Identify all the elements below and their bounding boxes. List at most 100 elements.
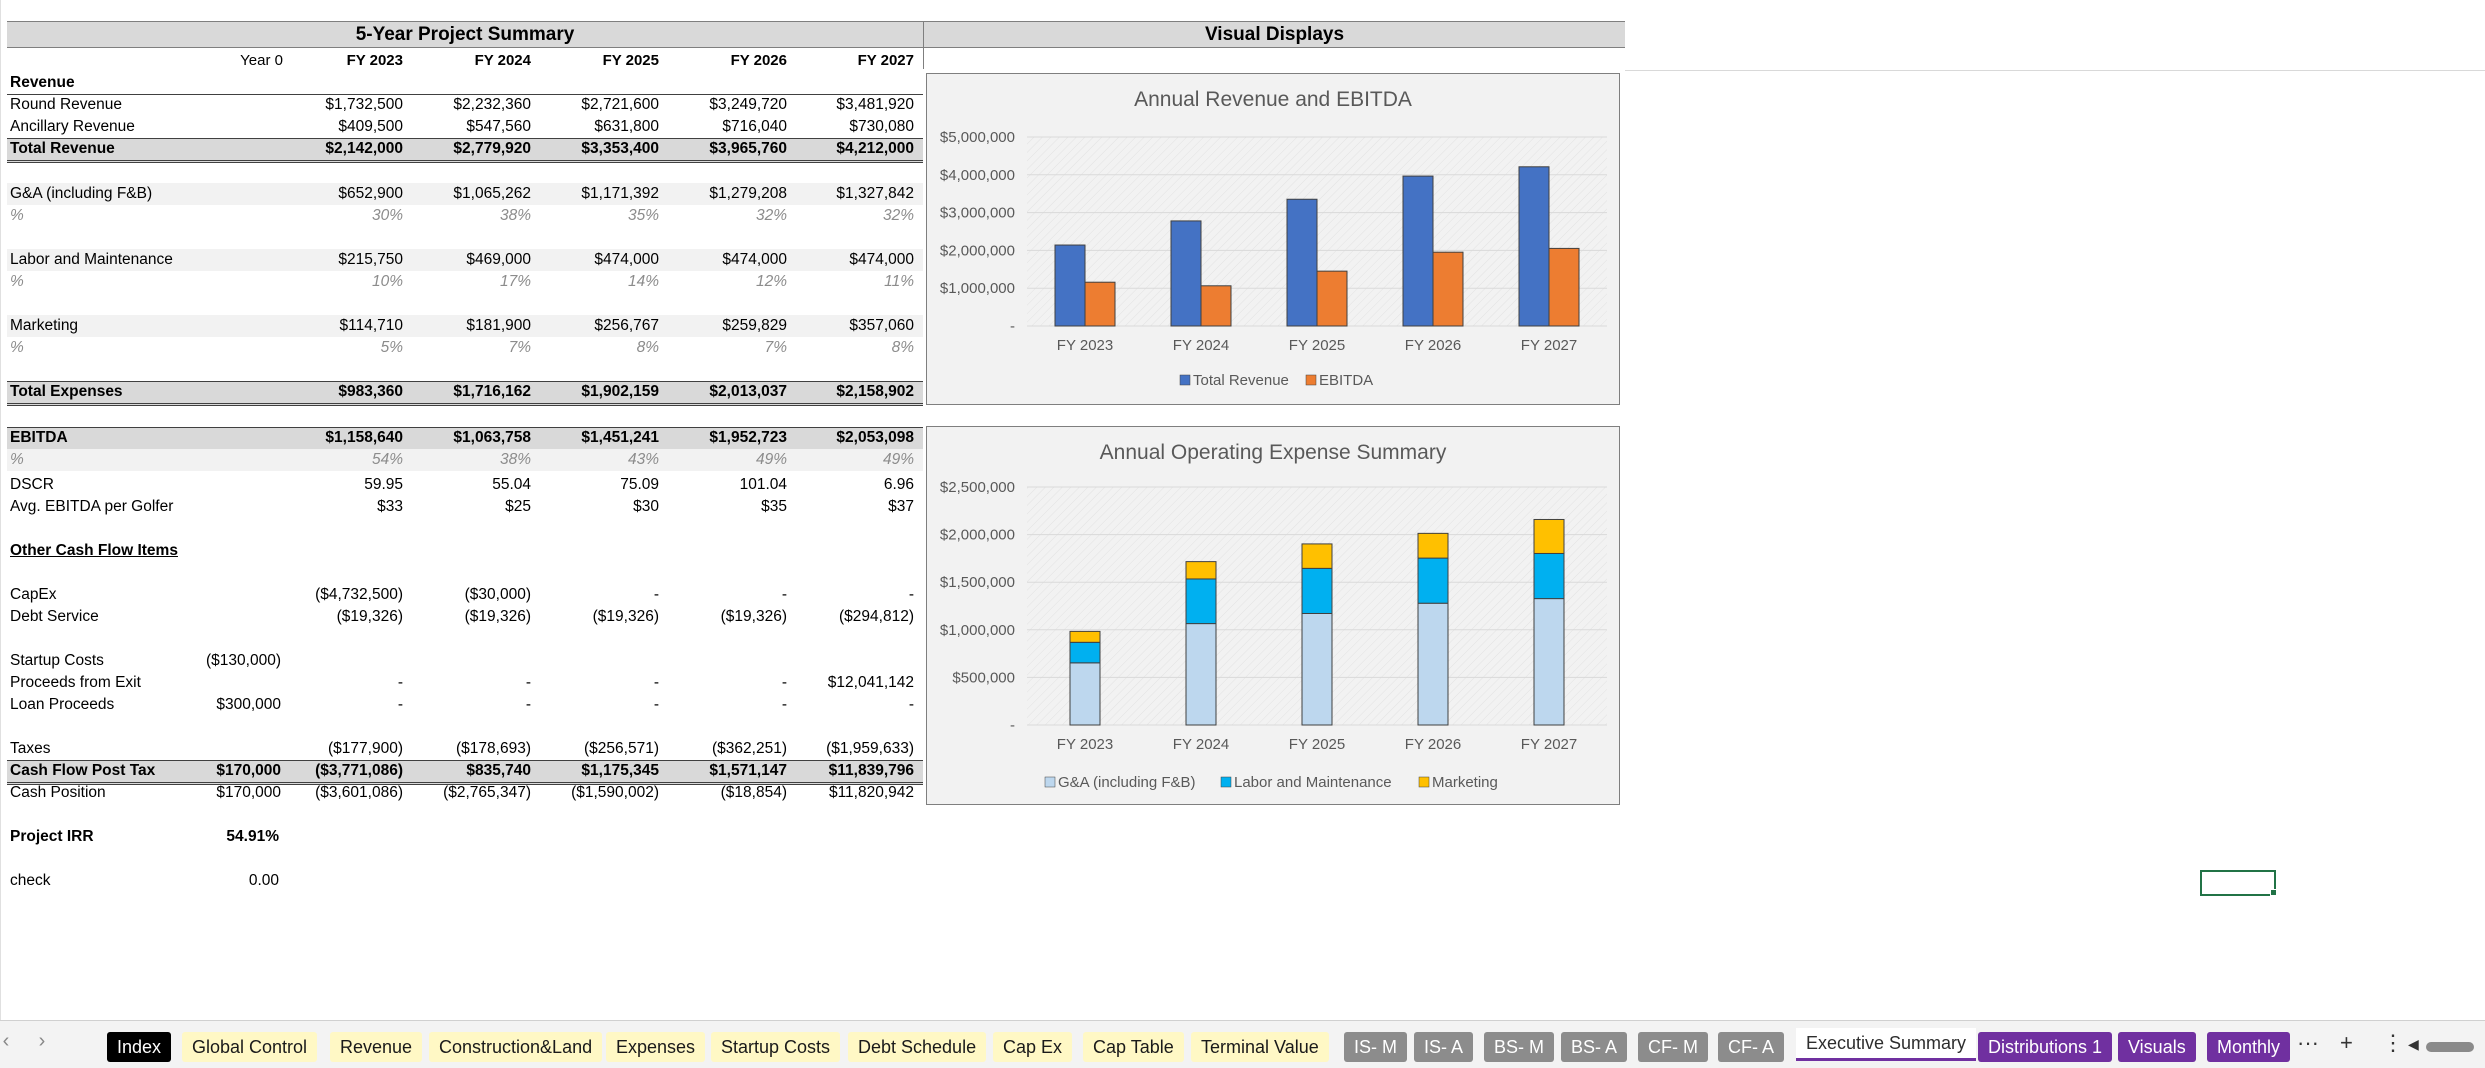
row-ga-pct-value[interactable]: 35%	[627, 207, 659, 224]
row-cash-position-value[interactable]: ($18,854)	[720, 784, 787, 801]
sheet-tab-debt-schedule[interactable]: Debt Schedule	[848, 1032, 987, 1062]
row-labor-value[interactable]: $215,750	[338, 251, 403, 268]
row-proceeds-exit-value[interactable]: -	[525, 674, 531, 691]
sheet-tab-cf-m[interactable]: CF- M	[1638, 1032, 1708, 1062]
row-round-revenue-value[interactable]: $2,721,600	[581, 96, 659, 113]
row-ga-value[interactable]: $652,900	[338, 185, 403, 202]
row-total-expenses-value[interactable]: $2,158,902	[836, 383, 914, 400]
sheet-tab-cf-a[interactable]: CF- A	[1718, 1032, 1785, 1062]
row-labor-pct-value[interactable]: 11%	[884, 273, 914, 290]
row-taxes-value[interactable]: ($1,959,633)	[826, 740, 914, 757]
row-ebitda-value[interactable]: $1,063,758	[453, 429, 531, 446]
row-cash-position-value[interactable]: ($1,590,002)	[571, 784, 659, 801]
row-avg-ebitda-value[interactable]: $35	[761, 498, 787, 515]
row-capex-value[interactable]: -	[908, 586, 914, 603]
row-debt-service-value[interactable]: ($19,326)	[336, 608, 403, 625]
row-taxes-value[interactable]: ($177,900)	[328, 740, 403, 757]
row-taxes-value[interactable]: ($256,571)	[584, 740, 659, 757]
row-labor-pct-value[interactable]: 10%	[371, 273, 403, 290]
sheet-tab-startup-costs[interactable]: Startup Costs	[711, 1032, 841, 1062]
row-labor-pct-value[interactable]: 14%	[627, 273, 659, 290]
row-loan-proceeds-value[interactable]: -	[525, 696, 531, 713]
row-labor-value[interactable]: $469,000	[466, 251, 531, 268]
row-labor-value[interactable]: $474,000	[722, 251, 787, 268]
tab-scroll-next-button[interactable]: ›	[38, 1030, 46, 1052]
row-loan-proceeds-value[interactable]: -	[781, 696, 787, 713]
row-dscr-value[interactable]: 55.04	[492, 476, 531, 493]
row-ebitda-pct-value[interactable]: 54%	[371, 451, 403, 468]
sheet-tab-global-control[interactable]: Global Control	[182, 1032, 318, 1062]
check-value[interactable]: 0.00	[248, 872, 279, 889]
row-ga-pct-value[interactable]: 32%	[882, 207, 914, 224]
row-proceeds-exit-value[interactable]: -	[653, 674, 659, 691]
row-avg-ebitda-value[interactable]: $33	[377, 498, 403, 515]
row-round-revenue-value[interactable]: $2,232,360	[453, 96, 531, 113]
sheet-tab-cap-table[interactable]: Cap Table	[1083, 1032, 1184, 1062]
row-ga-pct-value[interactable]: 38%	[499, 207, 531, 224]
row-cash-position-value[interactable]: ($3,601,086)	[315, 784, 403, 801]
row-ebitda-pct-value[interactable]: 43%	[627, 451, 659, 468]
row-marketing-value[interactable]: $114,710	[339, 317, 404, 334]
row-ga-pct-value[interactable]: 30%	[371, 207, 403, 224]
row-round-revenue-value[interactable]: $3,249,720	[709, 96, 787, 113]
selected-cell[interactable]	[2200, 870, 2276, 896]
sheet-tab-monthly[interactable]: Monthly	[2207, 1032, 2291, 1062]
revenue-ebitda-chart[interactable]: Annual Revenue and EBITDA - $1,000,000 $2,0…	[926, 73, 1620, 405]
project-irr-value[interactable]: 54.91%	[226, 828, 279, 845]
more-sheets-button[interactable]: ···	[2297, 1030, 2319, 1055]
row-proceeds-exit-value[interactable]: -	[781, 674, 787, 691]
row-avg-ebitda-value[interactable]: $37	[888, 498, 914, 515]
row-total-revenue-value[interactable]: $3,353,400	[581, 140, 659, 157]
row-ga-value[interactable]: $1,279,208	[709, 185, 787, 202]
row-cash-position-value[interactable]: ($2,765,347)	[443, 784, 531, 801]
row-loan-proceeds-value[interactable]: $300,000	[216, 696, 281, 713]
sheet-tab-is-m[interactable]: IS- M	[1344, 1032, 1407, 1062]
row-debt-service-value[interactable]: ($19,326)	[720, 608, 787, 625]
row-round-revenue-value[interactable]: $1,732,500	[325, 96, 403, 113]
row-cf-post-tax-value[interactable]: $835,740	[466, 762, 531, 779]
row-cash-position-value[interactable]: $170,000	[216, 784, 281, 801]
row-ga-value[interactable]: $1,171,392	[581, 185, 659, 202]
row-dscr-value[interactable]: 75.09	[620, 476, 659, 493]
row-ancillary-revenue-value[interactable]: $730,080	[849, 118, 914, 135]
sheet-tab-executive-summary[interactable]: Executive Summary	[1796, 1028, 1977, 1061]
row-loan-proceeds-value[interactable]: -	[397, 696, 403, 713]
row-proceeds-exit-value[interactable]: $12,041,142	[827, 674, 914, 691]
row-ga-value[interactable]: $1,065,262	[453, 185, 531, 202]
row-total-revenue-value[interactable]: $2,142,000	[325, 140, 403, 157]
row-cf-post-tax-value[interactable]: $170,000	[216, 762, 281, 779]
row-ebitda-pct-value[interactable]: 38%	[499, 451, 531, 468]
row-labor-pct-value[interactable]: 17%	[499, 273, 531, 290]
row-ga-value[interactable]: $1,327,842	[836, 185, 914, 202]
row-debt-service-value[interactable]: ($294,812)	[839, 608, 914, 625]
row-total-revenue-value[interactable]: $2,779,920	[453, 140, 531, 157]
row-total-expenses-value[interactable]: $1,716,162	[453, 383, 531, 400]
row-total-expenses-value[interactable]: $1,902,159	[581, 383, 659, 400]
worksheet[interactable]: 5-Year Project Summary Visual Displays Y…	[0, 0, 2485, 1020]
sheet-tab-construction-land[interactable]: Construction&Land	[429, 1032, 603, 1062]
row-total-expenses-value[interactable]: $2,013,037	[709, 383, 787, 400]
row-dscr-value[interactable]: 59.95	[364, 476, 403, 493]
row-marketing-pct-value[interactable]: 7%	[508, 339, 531, 356]
row-ancillary-revenue-value[interactable]: $631,800	[594, 118, 659, 135]
add-sheet-button[interactable]: +	[2340, 1030, 2353, 1055]
row-debt-service-value[interactable]: ($19,326)	[592, 608, 659, 625]
row-ga-pct-value[interactable]: 32%	[755, 207, 787, 224]
scroll-left-icon[interactable]: ◀	[2408, 1036, 2419, 1052]
row-ancillary-revenue-value[interactable]: $547,560	[466, 118, 531, 135]
row-ebitda-value[interactable]: $1,952,723	[709, 429, 787, 446]
row-ebitda-value[interactable]: $2,053,098	[836, 429, 914, 446]
row-dscr-value[interactable]: 6.96	[883, 476, 914, 493]
sheet-tab-bs-m[interactable]: BS- M	[1484, 1032, 1555, 1062]
row-ebitda-value[interactable]: $1,451,241	[581, 429, 659, 446]
sheet-tab-expenses[interactable]: Expenses	[606, 1032, 706, 1062]
row-cf-post-tax-value[interactable]: ($3,771,086)	[315, 762, 403, 779]
horizontal-scrollbar[interactable]	[2426, 1042, 2474, 1052]
row-taxes-value[interactable]: ($362,251)	[712, 740, 787, 757]
row-cf-post-tax-value[interactable]: $1,175,345	[581, 762, 659, 779]
row-avg-ebitda-value[interactable]: $25	[505, 498, 531, 515]
row-labor-value[interactable]: $474,000	[594, 251, 659, 268]
fill-handle[interactable]	[2270, 889, 2277, 896]
sheet-options-button[interactable]: ⋮	[2382, 1030, 2404, 1055]
row-debt-service-value[interactable]: ($19,326)	[464, 608, 531, 625]
